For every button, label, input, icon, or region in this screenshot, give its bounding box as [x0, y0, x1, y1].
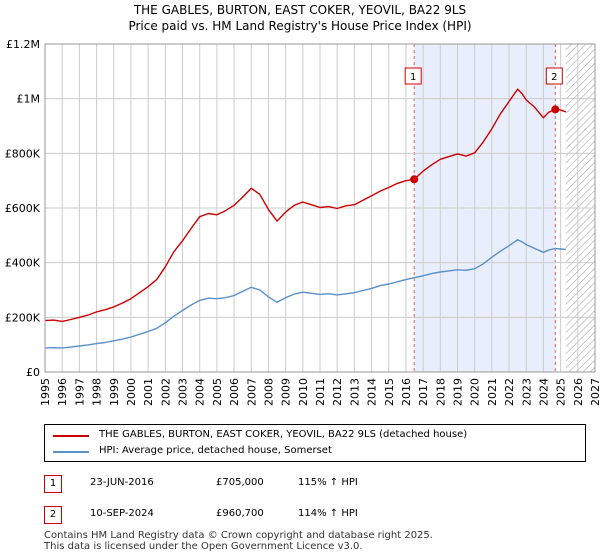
x-tick-label: 1997	[73, 378, 86, 406]
hpi-line	[44, 238, 566, 349]
x-tick-label: 2014	[366, 378, 379, 406]
sale-2-point	[551, 105, 560, 114]
sale-1-point	[410, 175, 419, 184]
x-tick-label: 1995	[39, 378, 52, 406]
sale-badge-1: 1	[44, 475, 62, 493]
x-tick-label: 2010	[297, 378, 310, 406]
sale-1-box-label: 1	[410, 72, 416, 83]
price-chart: 1995 1996 1997 1998 1999 2000 2001 2002 2003 2004…	[5, 38, 600, 406]
footer-copyright: Contains HM Land Registry data © Crown c…	[44, 530, 433, 541]
legend-swatch-property	[53, 435, 89, 437]
y-tick-label: £0	[26, 366, 40, 379]
x-tick-label: 2026	[572, 378, 585, 406]
x-tick-label: 2018	[434, 378, 447, 406]
x-tick-label: 2002	[159, 378, 172, 406]
x-tick-label: 2004	[194, 378, 207, 406]
footer-licence: This data is licensed under the Open Gov…	[44, 541, 363, 552]
legend-label-property: THE GABLES, BURTON, EAST COKER, YEOVIL, …	[99, 429, 468, 440]
sale-hpi-2: 114% ↑ HPI	[298, 508, 358, 519]
x-tick-label: 2006	[228, 378, 241, 406]
x-tick-label: 2008	[262, 378, 275, 406]
sale-2-box-label: 2	[551, 72, 557, 83]
sale-2-box	[545, 67, 563, 85]
x-tick-label: 2017	[417, 378, 430, 406]
x-tick-label: 2013	[348, 378, 361, 406]
x-tick-label: 2001	[142, 378, 155, 406]
y-tick-label: £800K	[5, 147, 41, 160]
sale-hpi-1: 115% ↑ HPI	[298, 477, 358, 488]
sale-badge-2: 2	[44, 506, 62, 524]
sale-date-1: 23-JUN-2016	[90, 477, 154, 488]
chart-subtitle: Price paid vs. HM Land Registry's House …	[128, 19, 472, 33]
property-price-line	[44, 88, 567, 323]
x-tick-label: 1999	[108, 378, 121, 406]
x-tick-label: 1996	[56, 378, 69, 406]
x-tick-label: 2005	[211, 378, 224, 406]
y-tick-label: £200K	[5, 311, 41, 324]
x-tick-label: 2022	[503, 378, 516, 406]
x-tick-label: 2015	[383, 378, 396, 406]
x-tick-label: 1998	[91, 378, 104, 406]
x-tick-label: 2016	[400, 378, 413, 406]
x-tick-label: 2024	[537, 378, 550, 406]
y-tick-label: £600K	[5, 202, 41, 215]
x-tick-label: 2000	[125, 378, 138, 406]
legend: THE GABLES, BURTON, EAST COKER, YEOVIL, …	[44, 424, 586, 462]
chart-title: THE GABLES, BURTON, EAST COKER, YEOVIL, …	[133, 3, 467, 17]
x-tick-label: 2021	[486, 378, 499, 406]
sale-price-2: £960,700	[216, 508, 264, 519]
x-tick-label: 2025	[555, 378, 568, 406]
sale-1-box	[404, 67, 422, 85]
x-tick-label: 2012	[331, 378, 344, 406]
plot-frame	[44, 43, 596, 373]
y-tick-label: £400K	[5, 257, 41, 270]
x-tick-label: 2020	[469, 378, 482, 406]
legend-label-hpi: HPI: Average price, detached house, Some…	[99, 445, 332, 456]
sale-date-2: 10-SEP-2024	[90, 508, 154, 519]
x-tick-label: 2019	[452, 378, 465, 406]
x-tick-label: 2007	[245, 378, 258, 406]
x-tick-label: 2003	[177, 378, 190, 406]
y-tick-label: £1M	[17, 93, 41, 106]
x-tick-label: 2009	[280, 378, 293, 406]
x-tick-label: 2023	[520, 378, 533, 406]
y-tick-label: £1.2M	[6, 38, 40, 51]
legend-swatch-hpi	[53, 451, 89, 453]
x-tick-label: 2027	[589, 378, 600, 406]
footer: Contains HM Land Registry data © Crown c…	[44, 530, 433, 552]
x-tick-label: 2011	[314, 378, 327, 406]
sale-price-1: £705,000	[216, 477, 264, 488]
